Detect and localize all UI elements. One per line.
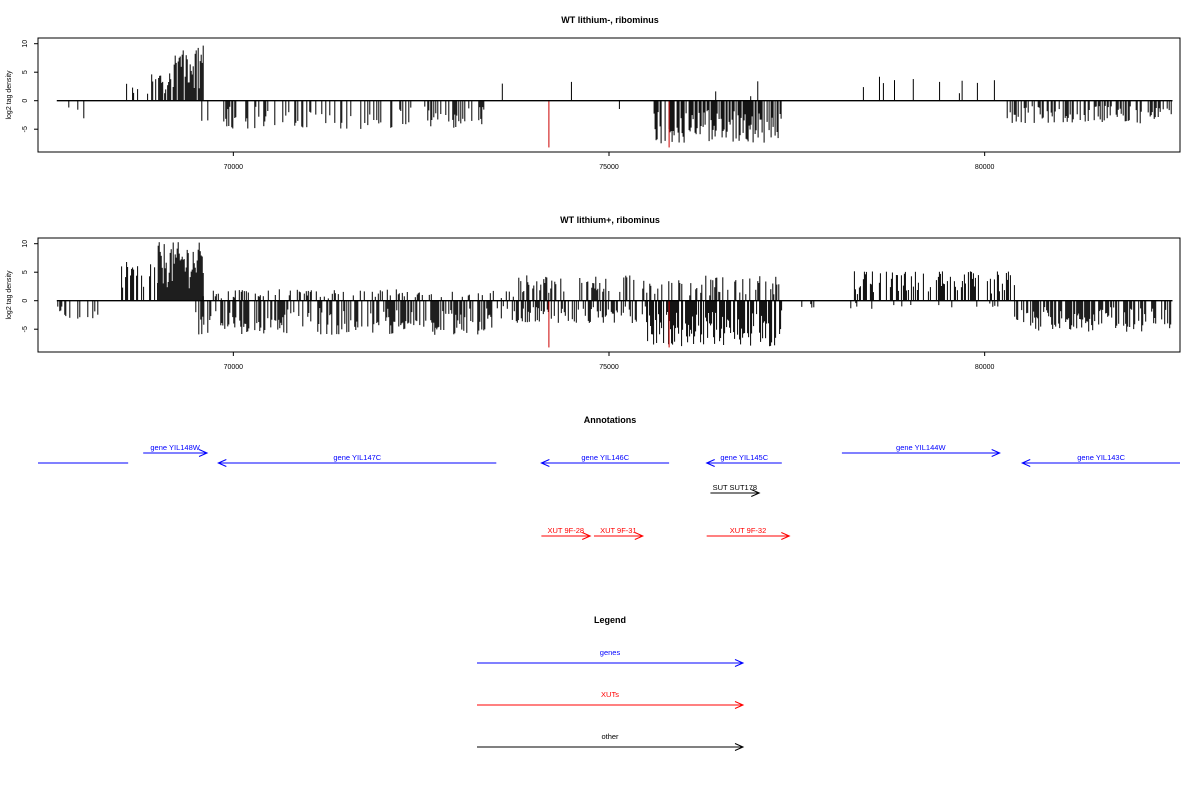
feature-xut[interactable]: XUT 9F-31 xyxy=(593,526,645,540)
y-tick-label: 10 xyxy=(22,240,29,248)
feature-arrowhead xyxy=(705,459,715,467)
legend-label: XUTs xyxy=(601,690,619,699)
y-axis-label: log2 tag density xyxy=(6,270,13,320)
x-tick-label: 75000 xyxy=(599,164,619,171)
y-axis-label: log2 tag density xyxy=(6,70,13,120)
y-tick-label: 5 xyxy=(22,70,29,74)
x-tick-label: 70000 xyxy=(224,364,244,371)
track-panel-lithium-plus: WT lithium+, ribominus log2 tag density … xyxy=(6,215,1181,371)
annotations-title: Annotations xyxy=(584,415,637,425)
feature-gene[interactable]: gene YIL144W xyxy=(841,443,1001,457)
axes: 70000 75000 80000 -5 0 5 10 xyxy=(22,240,1173,371)
feature-arrowhead xyxy=(198,449,209,457)
y-tick-label: -5 xyxy=(22,326,29,332)
feature-arrowhead xyxy=(540,459,550,467)
bar-group xyxy=(57,242,1172,348)
panel-title: WT lithium-, ribominus xyxy=(561,15,659,25)
y-tick-label: 10 xyxy=(22,40,29,48)
panel-title: WT lithium+, ribominus xyxy=(560,215,660,225)
feature-label: gene YIL144W xyxy=(896,443,946,452)
x-tick-label: 80000 xyxy=(975,364,995,371)
legend-arrowhead xyxy=(734,701,745,709)
feature-arrowhead xyxy=(1020,459,1031,467)
feature-gene[interactable]: gene YIL147C xyxy=(217,453,497,467)
feature-arrowhead xyxy=(582,532,592,540)
feature-arrowhead xyxy=(781,532,791,540)
feature-xut[interactable]: XUT 9F-32 xyxy=(706,526,791,540)
x-tick-label: 70000 xyxy=(224,164,244,171)
feature-label: gene YIL143C xyxy=(1077,453,1125,462)
legend-label: other xyxy=(601,732,619,741)
feature-label: gene YIL147C xyxy=(333,453,381,462)
legend-items: genes XUTs other xyxy=(477,648,745,751)
feature-label: SUT SUT178 xyxy=(713,483,757,492)
feature-group: gene YIL148W gene YIL147C gene YIL146C gene… xyxy=(38,443,1180,540)
bar-group xyxy=(68,45,1172,148)
feature-label: XUT 9F-28 xyxy=(548,526,585,535)
feature-arrowhead xyxy=(634,532,645,540)
y-tick-label: -5 xyxy=(22,126,29,132)
feature-label: XUT 9F-32 xyxy=(730,526,767,535)
feature-label: gene YIL146C xyxy=(581,453,629,462)
feature-gene[interactable]: gene YIL148W xyxy=(143,443,209,457)
feature-gene[interactable]: gene YIL143C xyxy=(1020,453,1180,467)
feature-label: gene YIL145C xyxy=(720,453,768,462)
feature-gene[interactable]: gene YIL145C xyxy=(705,453,782,467)
legend: Legend genes XUTs other xyxy=(477,615,745,751)
feature-gene[interactable]: gene YIL146C xyxy=(540,453,670,467)
legend-label: genes xyxy=(600,648,621,657)
track-panel-lithium-minus: WT lithium-, ribominus log2 tag density … xyxy=(6,15,1181,171)
feature-arrowhead xyxy=(217,459,227,467)
legend-item-xuts: XUTs xyxy=(477,690,745,709)
legend-item-genes: genes xyxy=(477,648,745,667)
legend-title: Legend xyxy=(594,615,626,625)
feature-xut[interactable]: XUT 9F-28 xyxy=(541,526,592,540)
x-tick-label: 80000 xyxy=(975,164,995,171)
legend-arrowhead xyxy=(734,743,745,751)
feature-other[interactable]: SUT SUT178 xyxy=(710,483,761,497)
feature-label: gene YIL148W xyxy=(150,443,200,452)
feature-arrowhead xyxy=(751,489,761,497)
feature-arrowhead xyxy=(991,449,1001,457)
y-tick-label: 5 xyxy=(22,270,29,274)
legend-arrowhead xyxy=(734,659,745,667)
x-tick-label: 75000 xyxy=(599,364,619,371)
axes: 70000 75000 80000 -5 0 5 10 xyxy=(22,40,1173,171)
legend-item-other: other xyxy=(477,732,745,751)
y-tick-label: 0 xyxy=(22,99,29,103)
feature-label: XUT 9F-31 xyxy=(600,526,637,535)
y-tick-label: 0 xyxy=(22,299,29,303)
